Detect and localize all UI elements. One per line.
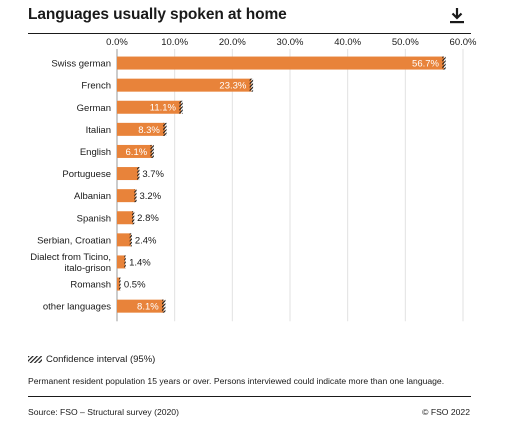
- value-label: 23.3%: [219, 81, 246, 92]
- category-label: Italian: [86, 125, 111, 136]
- confidence-interval: [442, 56, 446, 70]
- source-text: Source: FSO – Structural survey (2020): [28, 407, 179, 417]
- confidence-interval: [161, 299, 166, 313]
- footnote: Permanent resident population 15 years o…: [28, 376, 445, 386]
- gridlines: [116, 49, 464, 322]
- bar: [117, 122, 165, 136]
- value-label: 8.1%: [137, 302, 159, 313]
- value-label: 2.4%: [135, 235, 157, 246]
- copyright-text: © FSO 2022: [422, 407, 470, 417]
- value-label: 0.5%: [124, 279, 146, 290]
- value-label: 56.7%: [412, 58, 439, 69]
- x-tick-label: 60.0%: [450, 37, 477, 48]
- value-label: 2.8%: [137, 213, 159, 224]
- download-button[interactable]: [446, 6, 468, 26]
- confidence-interval: [163, 122, 167, 136]
- category-label: German: [77, 103, 111, 114]
- bar: [117, 211, 134, 225]
- x-tick-label: 10.0%: [161, 37, 188, 48]
- bar: [117, 167, 139, 181]
- confidence-interval: [179, 100, 183, 114]
- category-label: Dialect from Ticino, italo-grison: [30, 252, 111, 274]
- legend: Confidence interval (95%): [28, 354, 155, 365]
- confidence-interval: [129, 233, 132, 247]
- x-tick-label: 50.0%: [392, 37, 419, 48]
- x-tick-label: 0.0%: [106, 37, 128, 48]
- category-label: Albanian: [74, 191, 111, 202]
- value-label: 1.4%: [129, 257, 151, 268]
- bar: [117, 78, 252, 92]
- bar: [117, 255, 126, 269]
- bar: [117, 189, 136, 203]
- x-tick-label: 30.0%: [277, 37, 304, 48]
- bar-chart: 0.0% 10.0% 20.0% 30.0% 40.0% 50.0% 60.0% Swiss…: [30, 37, 477, 322]
- confidence-interval: [119, 277, 121, 291]
- download-icon: [450, 8, 464, 24]
- bar: [117, 233, 131, 247]
- confidence-interval: [124, 255, 126, 269]
- bar: [117, 299, 164, 313]
- bars: [117, 56, 446, 313]
- value-label: 3.2%: [139, 191, 161, 202]
- x-tick-label: 40.0%: [334, 37, 361, 48]
- confidence-interval: [131, 211, 135, 225]
- category-label: French: [81, 81, 111, 92]
- confidence-interval: [249, 78, 254, 92]
- title-divider: [28, 33, 471, 34]
- value-label: 11.1%: [150, 103, 177, 114]
- bar: [117, 277, 120, 291]
- value-label: 8.3%: [138, 125, 160, 136]
- confidence-interval-swatch: [28, 356, 42, 363]
- confidence-interval: [150, 144, 154, 158]
- category-label: Swiss german: [51, 59, 111, 70]
- category-label: Portuguese: [62, 169, 111, 180]
- bar: [117, 56, 444, 70]
- x-axis-ticks: 0.0% 10.0% 20.0% 30.0% 40.0% 50.0% 60.0%: [106, 37, 477, 48]
- category-label: Serbian, Croatian: [37, 235, 111, 246]
- value-label: 3.7%: [142, 169, 164, 180]
- legend-label: Confidence interval (95%): [46, 354, 156, 365]
- confidence-interval: [134, 189, 137, 203]
- x-tick-label: 20.0%: [219, 37, 246, 48]
- bar: [117, 144, 153, 158]
- value-label: 6.1%: [126, 147, 148, 158]
- category-label: Romansh: [70, 280, 111, 291]
- footer-divider: [28, 396, 471, 397]
- bar: [117, 100, 182, 114]
- category-label: other languages: [43, 302, 111, 313]
- category-label: Spanish: [77, 213, 111, 224]
- category-label: English: [80, 147, 111, 158]
- chart-title: Languages usually spoken at home: [28, 6, 287, 23]
- value-labels: 56.7% 23.3% 11.1% 8.3% 6.1% 3.7% 3.2% 2.8% 2.4% 1…: [124, 58, 440, 312]
- confidence-interval: [137, 167, 140, 181]
- category-labels: Swiss german French German Italian English Po…: [30, 59, 111, 313]
